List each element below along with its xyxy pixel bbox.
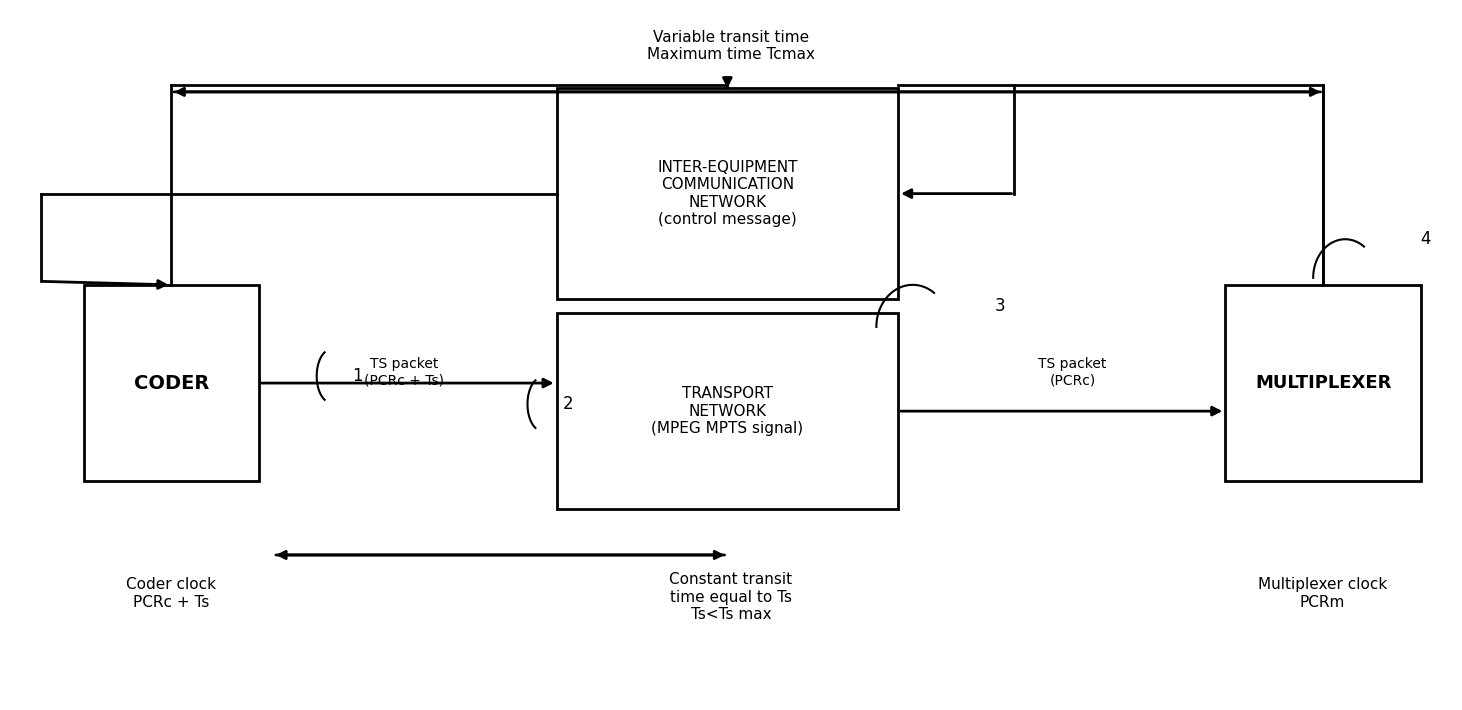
Text: Coder clock
PCRc + Ts: Coder clock PCRc + Ts	[126, 577, 216, 610]
Text: Variable transit time
Maximum time Tcmax: Variable transit time Maximum time Tcmax	[648, 30, 814, 62]
Text: Multiplexer clock
PCRm: Multiplexer clock PCRm	[1257, 577, 1387, 610]
Text: CODER: CODER	[133, 373, 209, 393]
Text: 4: 4	[1420, 230, 1430, 248]
Text: TS packet
(PCRc + Ts): TS packet (PCRc + Ts)	[364, 357, 444, 388]
Text: TRANSPORT
NETWORK
(MPEG MPTS signal): TRANSPORT NETWORK (MPEG MPTS signal)	[651, 386, 804, 436]
FancyBboxPatch shape	[1225, 285, 1421, 481]
Text: 2: 2	[563, 395, 573, 413]
Text: 3: 3	[994, 297, 1006, 315]
FancyBboxPatch shape	[557, 88, 898, 299]
Text: Constant transit
time equal to Ts
Ts<Ts max: Constant transit time equal to Ts Ts<Ts …	[670, 572, 792, 622]
Text: MULTIPLEXER: MULTIPLEXER	[1256, 374, 1392, 392]
Text: INTER-EQUIPMENT
COMMUNICATION
NETWORK
(control message): INTER-EQUIPMENT COMMUNICATION NETWORK (c…	[656, 160, 798, 227]
Text: 1: 1	[352, 367, 363, 385]
Text: TS packet
(PCRc): TS packet (PCRc)	[1038, 357, 1107, 388]
FancyBboxPatch shape	[557, 313, 898, 509]
FancyBboxPatch shape	[85, 285, 259, 481]
